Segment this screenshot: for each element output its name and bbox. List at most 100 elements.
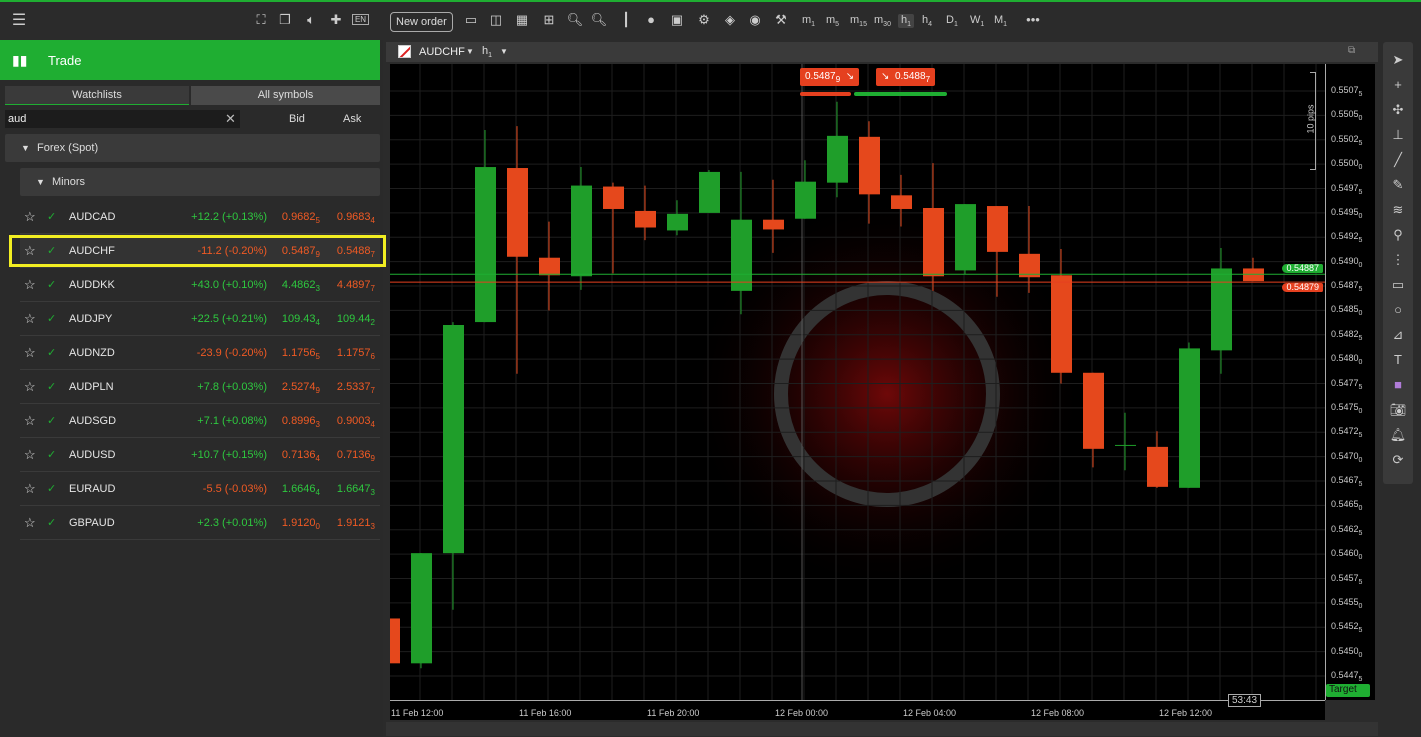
bid-price[interactable]: 4.48623 [282,268,320,306]
zoom-in-icon[interactable]: 🔍︎ [590,12,608,27]
timeframe-D1[interactable]: D1 [946,14,958,28]
ask-price[interactable]: 109.442 [337,302,375,340]
circle-icon[interactable]: ○ [1394,302,1402,317]
star-icon[interactable]: ☆ [24,413,36,428]
ask-price[interactable]: 1.66473 [337,472,375,510]
chart-icon[interactable]: ▭ [464,12,478,27]
ask-price[interactable]: 0.54887 [337,234,375,272]
bid-price[interactable]: 0.89963 [282,404,320,442]
horizontal-scrollbar[interactable] [386,722,1378,736]
timeframe-m15[interactable]: m15 [850,14,867,28]
symbol-search-input[interactable]: aud [5,110,240,128]
new-order-button[interactable]: New order [390,12,453,32]
timeframe-M1[interactable]: M1 [994,14,1007,28]
measure-icon[interactable]: ⊥ [1392,127,1404,142]
watchlist-row-audjpy[interactable]: ☆ ✓ AUDJPY +22.5 (+0.21%) 109.434 109.442 [20,302,380,336]
watchlist-row-auddkk[interactable]: ☆ ✓ AUDDKK +43.0 (+0.10%) 4.48623 4.48977 [20,268,380,302]
star-icon[interactable]: ☆ [24,277,36,292]
layers-icon[interactable]: ◈ [725,12,735,27]
sound-icon[interactable]: 🔈︎ [307,12,315,27]
chart-symbol[interactable]: AUDCHF [419,46,465,58]
ask-price[interactable]: 0.96834 [337,200,375,238]
bid-price[interactable]: 1.66464 [282,472,320,510]
rectangle-icon[interactable]: ▭ [1391,277,1405,292]
watchlist-row-audsgd[interactable]: ☆ ✓ AUDSGD +7.1 (+0.08%) 0.89963 0.90034 [20,404,380,438]
zoom-out-icon[interactable]: 🔍︎ [566,12,584,27]
line-icon[interactable]: ╱ [1394,152,1402,167]
watchlist-row-euraud[interactable]: ☆ ✓ EURAUD -5.5 (-0.03%) 1.66464 1.66473 [20,472,380,506]
tab-watchlists[interactable]: Watchlists [5,86,189,105]
text-icon[interactable]: T [1394,352,1402,367]
color-swatch-icon[interactable]: ■ [1394,377,1402,392]
target-label[interactable]: Target [1326,684,1370,697]
timeframe-m5[interactable]: m5 [826,14,839,28]
bid-price[interactable]: 2.52749 [282,370,320,408]
crosshair-precise-icon[interactable]: ✣ [1392,102,1404,117]
watchlist-row-audcad[interactable]: ☆ ✓ AUDCAD +12.2 (+0.13%) 0.96825 0.96834 [20,200,380,234]
candles-icon[interactable]: ┃ [622,12,630,27]
automate-icon[interactable]: ⚙ [698,12,710,27]
watchlist-row-audnzd[interactable]: ☆ ✓ AUDNZD -23.9 (-0.20%) 1.17565 1.17576 [20,336,380,370]
timeframe-m30[interactable]: m30 [874,14,891,28]
facebook-icon[interactable]: ● [647,12,655,27]
more-icon[interactable]: ••• [1026,12,1040,27]
time-axis[interactable]: 11 Feb 12:00 11 Feb 16:00 11 Feb 20:00 12 F… [390,700,1325,720]
price-axis[interactable]: 0.55075 0.55050 0.55025 0.55000 0.54975 0.549… [1325,64,1375,700]
group-forex-spot[interactable]: ▼ Forex (Spot) [5,134,380,162]
price-chart[interactable]: 0.54879 ↘ ↘ 0.54887 10 pips 0.54887 0.548… [390,64,1325,700]
language-button[interactable]: EN [352,14,369,25]
bid-price[interactable]: 1.17565 [282,336,320,374]
cursor-icon[interactable]: ➤ [1392,52,1404,67]
timeframe-W1[interactable]: W1 [970,14,984,28]
bid-price[interactable]: 0.96825 [282,200,320,238]
camera-icon[interactable]: 📷︎ [1389,402,1407,417]
chart-timeframe[interactable]: h1 [482,45,492,59]
bid-price[interactable]: 109.434 [282,302,320,340]
star-icon[interactable]: ☆ [24,345,36,360]
chart-settings-icon[interactable]: ⚒ [775,12,787,27]
pen-icon[interactable]: ✎ [1392,177,1404,192]
replay-icon[interactable]: ⟳ [1392,452,1404,467]
menu-icon[interactable]: ☰ [11,12,27,29]
eye-icon[interactable]: ◉ [749,12,761,27]
group-minors[interactable]: ▼ Minors [20,168,380,196]
ask-price[interactable]: 0.71369 [337,438,375,476]
watchlist-row-gbpaud[interactable]: ☆ ✓ GBPAUD +2.3 (+0.01%) 1.91200 1.91213 [20,506,380,540]
ask-price[interactable]: 4.48977 [337,268,375,306]
add-chart-icon[interactable]: ⊞ [543,12,555,27]
star-icon[interactable]: ☆ [24,243,36,258]
star-icon[interactable]: ☆ [24,311,36,326]
robot-icon[interactable]: ▣ [670,12,684,27]
bid-price[interactable]: 0.54879 [282,234,320,272]
ask-price[interactable]: 1.17576 [337,336,375,374]
bid-price[interactable]: 1.91200 [282,506,320,544]
crosshair-icon[interactable]: + [1394,77,1402,92]
tab-all-symbols[interactable]: All symbols [191,86,380,105]
star-icon[interactable]: ☆ [24,447,36,462]
grid-tool-icon[interactable]: ⋮ [1391,252,1405,267]
symbol-dropdown-icon[interactable]: ▼ [466,47,474,56]
detach-icon[interactable]: ⧉ [1348,45,1356,56]
star-icon[interactable]: ☆ [24,379,36,394]
star-icon[interactable]: ☆ [24,481,36,496]
sell-button[interactable]: 0.54879 ↘ [800,68,860,86]
ask-price[interactable]: 1.91213 [337,506,375,544]
bell-icon[interactable]: 🔔︎ [1389,427,1407,442]
timeframe-m1[interactable]: m1 [802,14,815,28]
star-icon[interactable]: ☆ [24,515,36,530]
plugin-icon[interactable]: ✚ [330,12,342,27]
watchlist-row-audpln[interactable]: ☆ ✓ AUDPLN +7.8 (+0.03%) 2.52749 2.53377 [20,370,380,404]
ask-price[interactable]: 0.90034 [337,404,375,442]
fibonacci-icon[interactable]: ≋ [1392,202,1404,217]
watchlist-row-audchf[interactable]: ☆ ✓ AUDCHF -11.2 (-0.20%) 0.54879 0.54887 [20,234,380,268]
watchlist-row-audusd[interactable]: ☆ ✓ AUDUSD +10.7 (+0.15%) 0.71364 0.71369 [20,438,380,472]
pitchfork-icon[interactable]: ⚲ [1393,227,1403,242]
grid-icon[interactable]: ▦ [515,12,529,27]
star-icon[interactable]: ☆ [24,209,36,224]
ruler-icon[interactable]: ⊿ [1392,327,1404,342]
fullscreen-icon[interactable]: ⛶ [256,12,266,27]
timeframe-h4[interactable]: h4 [922,14,932,28]
bid-price[interactable]: 0.71364 [282,438,320,476]
buy-button[interactable]: ↘ 0.54887 [876,68,936,86]
timeframe-h1[interactable]: h1 [898,14,915,29]
